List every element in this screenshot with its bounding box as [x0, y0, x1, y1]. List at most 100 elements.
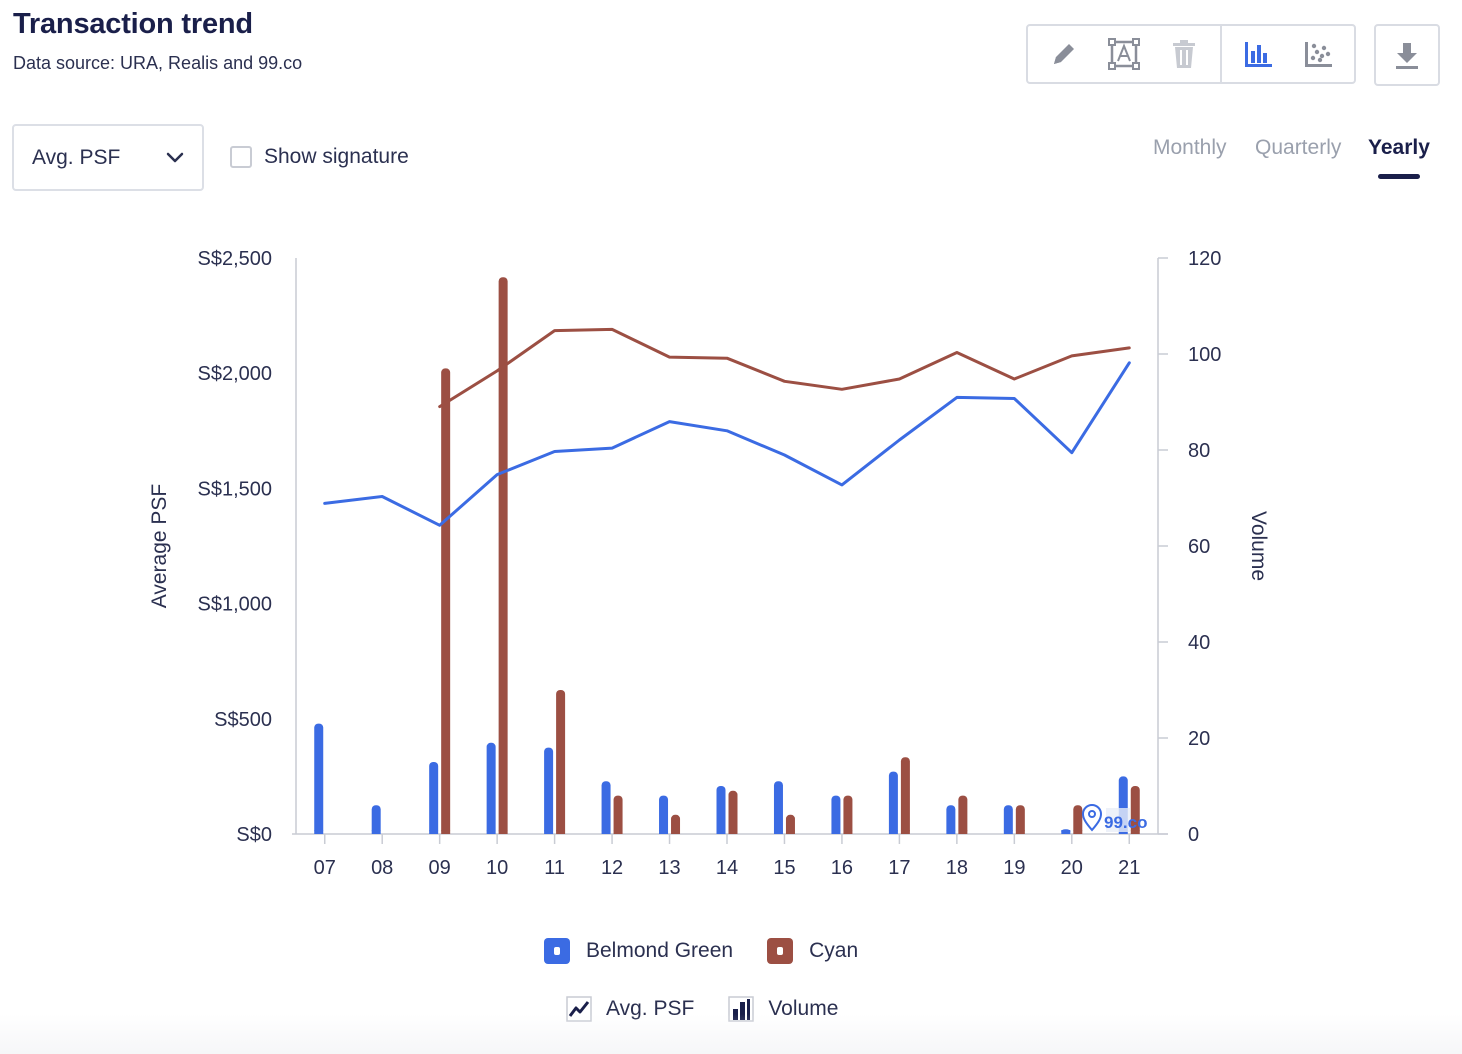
- x-tick-label: 08: [371, 857, 393, 879]
- x-tick-label: 17: [888, 857, 910, 879]
- volume-bar-cyan[interactable]: [958, 795, 968, 834]
- legend-label-volume: Volume: [768, 997, 839, 1020]
- volume-bar-base-belmond-green: [314, 830, 324, 834]
- volume-bar-cyan[interactable]: [785, 814, 795, 834]
- legend-item-avg-psf[interactable]: Avg. PSF: [566, 996, 694, 1022]
- volume-bar-belmond-green[interactable]: [371, 805, 381, 834]
- bar-chart-icon: [1245, 42, 1272, 67]
- volume-bar-base-cyan: [958, 830, 968, 834]
- delete-button[interactable]: [1162, 32, 1206, 76]
- volume-bar-base-cyan: [1130, 830, 1140, 834]
- metric-select[interactable]: Avg. PSF: [12, 124, 204, 191]
- volume-bar-base-cyan: [613, 830, 623, 834]
- edit-button[interactable]: [1042, 32, 1086, 76]
- volume-bar-belmond-green[interactable]: [773, 781, 783, 834]
- line-chart-icon: [566, 996, 592, 1022]
- volume-bar-base-cyan: [498, 830, 508, 834]
- x-tick-label: 14: [716, 857, 738, 879]
- download-button[interactable]: [1374, 24, 1440, 86]
- legend-item-volume[interactable]: Volume: [728, 996, 838, 1022]
- volume-bar-base-belmond-green: [486, 830, 496, 834]
- volume-bar-base-belmond-green: [946, 830, 956, 834]
- y2-tick-label: 80: [1188, 440, 1210, 462]
- x-tick-label: 16: [831, 857, 853, 879]
- scatter-chart-button[interactable]: [1296, 32, 1340, 76]
- legend-item-belmond-green[interactable]: Belmond Green: [544, 938, 733, 964]
- volume-bar-belmond-green[interactable]: [429, 762, 439, 834]
- y2-tick-label: 40: [1188, 632, 1210, 654]
- volume-bar-belmond-green[interactable]: [1003, 805, 1013, 834]
- x-tick-label: 12: [601, 857, 623, 879]
- y-tick-label: S$0: [236, 824, 272, 846]
- volume-bar-cyan[interactable]: [441, 368, 451, 834]
- y2-axis-title: Volume: [1247, 511, 1270, 581]
- volume-bar-base-belmond-green: [773, 830, 783, 834]
- y2-tick-label: 0: [1188, 824, 1199, 846]
- volume-bar-belmond-green[interactable]: [601, 781, 611, 834]
- tab-monthly[interactable]: Monthly: [1153, 136, 1227, 159]
- volume-bar-belmond-green[interactable]: [486, 742, 496, 834]
- volume-bar-base-belmond-green: [601, 830, 611, 834]
- metric-select-value: Avg. PSF: [32, 145, 121, 169]
- bar-chart-button[interactable]: [1236, 32, 1280, 76]
- volume-bar-base-cyan: [728, 830, 738, 834]
- volume-bar-belmond-green[interactable]: [314, 723, 324, 834]
- volume-bar-cyan[interactable]: [613, 795, 623, 834]
- page-title: Transaction trend: [13, 8, 253, 40]
- volume-bar-cyan[interactable]: [556, 690, 566, 834]
- legend-item-cyan[interactable]: Cyan: [767, 938, 858, 964]
- volume-bars: [314, 277, 1140, 834]
- legend-label-avg-psf: Avg. PSF: [606, 997, 695, 1020]
- volume-bar-belmond-green[interactable]: [831, 795, 841, 834]
- type-legend: Avg. PSF Volume: [566, 996, 838, 1022]
- volume-bar-base-belmond-green: [371, 830, 381, 834]
- legend-label-belmond-green: Belmond Green: [586, 939, 734, 962]
- x-tick-label: 15: [773, 857, 795, 879]
- x-tick-label: 18: [946, 857, 968, 879]
- tab-quarterly[interactable]: Quarterly: [1255, 136, 1342, 159]
- volume-bar-cyan[interactable]: [498, 277, 508, 834]
- x-tick-label: 07: [314, 857, 336, 879]
- avg-psf-line-belmond-green[interactable]: [323, 361, 1131, 527]
- location-pin-dot: [1088, 810, 1096, 818]
- show-signature-checkbox[interactable]: [230, 146, 252, 168]
- volume-bar-cyan[interactable]: [1073, 805, 1083, 834]
- show-signature-toggle[interactable]: Show signature: [230, 145, 409, 169]
- volume-bar-base-cyan: [671, 830, 681, 834]
- tab-yearly[interactable]: Yearly: [1368, 136, 1430, 159]
- show-signature-label: Show signature: [264, 145, 409, 168]
- y2-tick-label: 120: [1188, 248, 1221, 270]
- volume-bar-cyan[interactable]: [843, 795, 853, 834]
- add-text-button[interactable]: [1102, 32, 1146, 76]
- x-tick-label: 21: [1118, 857, 1140, 879]
- y-tick-label: S$2,500: [197, 248, 272, 270]
- volume-bar-base-cyan: [900, 830, 910, 834]
- volume-bar-cyan[interactable]: [728, 790, 738, 834]
- active-tab-indicator: [1378, 174, 1420, 179]
- volume-bar-base-belmond-green: [831, 830, 841, 834]
- volume-bar-base-belmond-green: [888, 830, 898, 834]
- volume-bar-belmond-green[interactable]: [544, 747, 554, 834]
- edit-tools-group: [1028, 26, 1222, 82]
- avg-psf-line-cyan[interactable]: [438, 327, 1131, 409]
- x-tick-label: 20: [1061, 857, 1083, 879]
- watermark-text: 99.co: [1104, 813, 1147, 832]
- y2-tick-label: 20: [1188, 728, 1210, 750]
- volume-bar-base-belmond-green: [429, 830, 439, 834]
- volume-bar-cyan[interactable]: [1015, 805, 1025, 834]
- volume-bar-belmond-green[interactable]: [716, 786, 726, 834]
- volume-bar-belmond-green[interactable]: [946, 805, 956, 834]
- volume-bar-cyan[interactable]: [900, 757, 910, 834]
- y2-tick-label: 60: [1188, 536, 1210, 558]
- download-icon: [1396, 43, 1418, 69]
- volume-bar-belmond-green[interactable]: [888, 771, 898, 834]
- volume-bar-belmond-green[interactable]: [659, 795, 669, 834]
- volume-bar-cyan[interactable]: [1130, 786, 1140, 834]
- volume-bar-base-belmond-green: [1003, 830, 1013, 834]
- y-tick-label: S$500: [214, 709, 272, 731]
- volume-bar-cyan[interactable]: [671, 814, 681, 834]
- volume-bar-base-cyan: [1015, 830, 1025, 834]
- y-tick-label: S$1,000: [197, 594, 272, 616]
